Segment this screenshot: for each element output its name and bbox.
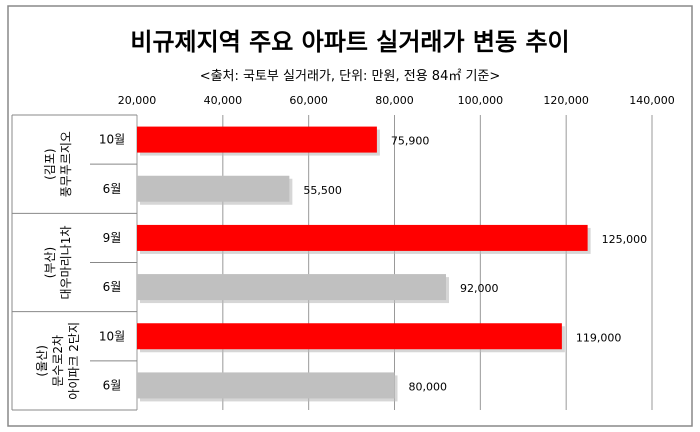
- x-tick-label: 20,000: [118, 94, 157, 107]
- bar-category-label: 10월: [99, 329, 125, 343]
- bar: [137, 372, 395, 399]
- x-tick-label: 60,000: [289, 94, 328, 107]
- bar: [137, 274, 446, 301]
- bar-category-label: 6월: [103, 378, 122, 392]
- bar-value-label: 80,000: [409, 380, 448, 393]
- bar: [137, 126, 377, 153]
- group-name-label: 문수로2차: [51, 335, 65, 387]
- bar-category-label: 6월: [103, 280, 122, 294]
- x-tick-label: 40,000: [204, 94, 243, 107]
- group-name-label: 풍무푸르지오: [59, 131, 73, 197]
- bar-value-label: 75,900: [391, 135, 430, 148]
- group-region-label: (김포): [43, 148, 57, 179]
- x-tick-label: 120,000: [543, 94, 589, 107]
- bar: [137, 175, 290, 202]
- group-region-label: (울산): [35, 345, 49, 376]
- bar-value-label: 55,500: [303, 184, 342, 197]
- bar-value-label: 125,000: [602, 233, 648, 246]
- group-name-label: 대우마리나1차: [59, 226, 73, 300]
- x-tick-label: 100,000: [458, 94, 504, 107]
- group-region-label: (부산): [43, 247, 57, 278]
- chart-border: [7, 5, 693, 427]
- chart-title: 비규제지역 주요 아파트 실거래가 변동 추이: [130, 28, 569, 56]
- bar: [137, 224, 588, 251]
- bar-value-label: 92,000: [460, 282, 499, 295]
- x-tick-label: 80,000: [375, 94, 414, 107]
- group-name-label: 아이파크 2단지: [67, 322, 81, 400]
- x-tick-label: 140,000: [629, 94, 675, 107]
- bar: [137, 323, 562, 350]
- bar-value-label: 119,000: [576, 331, 622, 344]
- bar-category-label: 6월: [103, 182, 122, 196]
- bar-category-label: 10월: [99, 133, 125, 147]
- chart-subtitle: <출처: 국토부 실거래가, 단위: 만원, 전용 84㎡ 기준>: [200, 69, 501, 84]
- bar-category-label: 9월: [103, 231, 122, 245]
